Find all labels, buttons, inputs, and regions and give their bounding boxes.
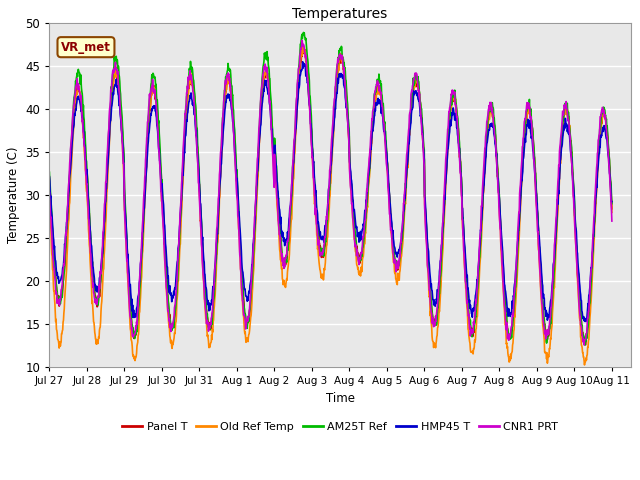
Line: Old Ref Temp: Old Ref Temp (49, 46, 612, 365)
Old Ref Temp (419, 129, 426, 135)
Old Ref Temp (45, 198, 53, 204)
Old Ref Temp (298, 43, 306, 49)
AM25T Ref (541, 328, 549, 334)
AM25T Ref (157, 160, 164, 166)
Panel T (234, 188, 241, 193)
HMP45 T (45, 174, 53, 180)
Legend: Panel T, Old Ref Temp, AM25T Ref, HMP45 T, CNR1 PRT: Panel T, Old Ref Temp, AM25T Ref, HMP45 … (118, 417, 563, 436)
Title: Temperatures: Temperatures (292, 7, 388, 21)
HMP45 T (541, 308, 549, 314)
AM25T Ref (45, 169, 53, 175)
CNR1 PRT (580, 342, 588, 348)
Old Ref Temp (608, 209, 616, 215)
Panel T (582, 342, 589, 348)
Panel T (541, 328, 549, 334)
CNR1 PRT (608, 218, 616, 224)
HMP45 T (492, 145, 500, 151)
CNR1 PRT (234, 198, 241, 204)
Panel T (157, 168, 164, 173)
Old Ref Temp (541, 350, 549, 356)
CNR1 PRT (541, 331, 549, 337)
Panel T (419, 122, 426, 128)
Old Ref Temp (580, 362, 588, 368)
X-axis label: Time: Time (326, 392, 355, 405)
Panel T (45, 174, 53, 180)
Line: Panel T: Panel T (49, 48, 612, 345)
CNR1 PRT (419, 131, 426, 137)
CNR1 PRT (157, 186, 164, 192)
Old Ref Temp (171, 330, 179, 336)
HMP45 T (419, 128, 426, 133)
AM25T Ref (234, 181, 241, 187)
Line: HMP45 T: HMP45 T (49, 62, 612, 322)
AM25T Ref (171, 315, 179, 321)
Y-axis label: Temperature (C): Temperature (C) (7, 147, 20, 243)
Old Ref Temp (157, 178, 164, 184)
Line: CNR1 PRT: CNR1 PRT (49, 40, 612, 345)
CNR1 PRT (492, 141, 500, 147)
HMP45 T (234, 180, 241, 186)
AM25T Ref (608, 201, 616, 206)
HMP45 T (582, 319, 589, 324)
HMP45 T (157, 177, 164, 182)
Old Ref Temp (234, 192, 241, 198)
HMP45 T (608, 199, 616, 204)
AM25T Ref (492, 137, 500, 143)
Old Ref Temp (492, 137, 500, 143)
AM25T Ref (419, 121, 426, 127)
HMP45 T (299, 59, 307, 65)
AM25T Ref (300, 30, 307, 36)
CNR1 PRT (171, 305, 179, 311)
Panel T (608, 206, 616, 212)
Panel T (171, 315, 179, 321)
Line: AM25T Ref: AM25T Ref (49, 33, 612, 345)
AM25T Ref (581, 342, 589, 348)
Text: VR_met: VR_met (61, 41, 111, 54)
HMP45 T (171, 287, 179, 292)
CNR1 PRT (298, 37, 306, 43)
Panel T (492, 139, 500, 145)
Panel T (300, 45, 307, 50)
CNR1 PRT (45, 190, 53, 196)
